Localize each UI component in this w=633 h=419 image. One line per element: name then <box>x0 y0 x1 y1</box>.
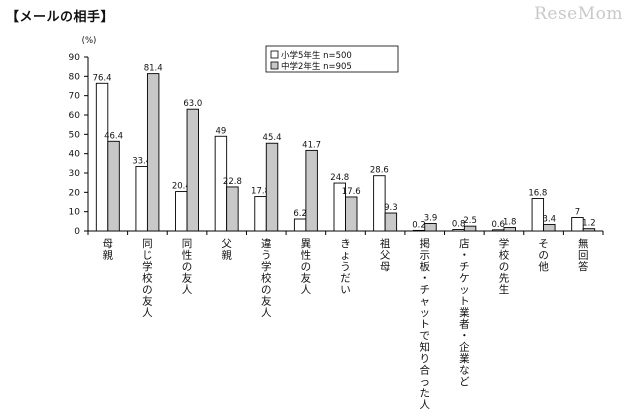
y-tick-label: 10 <box>69 208 81 218</box>
bar-junior-high <box>345 196 358 232</box>
data-label: 1.2 <box>582 219 596 229</box>
watermark-logo: ReseMom <box>534 4 623 24</box>
legend-swatch <box>270 61 279 70</box>
bar-junior-high <box>424 223 437 232</box>
bar-elementary <box>95 82 109 232</box>
bar-elementary <box>254 196 267 232</box>
data-label: 49 <box>215 126 226 136</box>
category-label: 掲示板・チャットで知り合った人 <box>419 238 430 411</box>
data-label: 33.4 <box>132 156 151 166</box>
y-tick-label: 50 <box>69 130 81 140</box>
data-label: 76.4 <box>93 73 112 83</box>
data-label: 46.4 <box>104 131 123 141</box>
data-label: 17.8 <box>251 187 270 197</box>
data-label: 28.6 <box>370 166 389 176</box>
bar-junior-high <box>146 73 160 232</box>
data-label: 22.8 <box>223 177 242 187</box>
bar-elementary <box>293 218 307 232</box>
data-label: 16.8 <box>528 189 547 199</box>
y-axis-unit: (%) <box>82 36 97 46</box>
bar-junior-high <box>463 225 477 232</box>
bar-junior-high <box>582 228 596 232</box>
y-tick-label: 70 <box>69 92 81 102</box>
category-label: 違う学校の友人 <box>261 237 272 319</box>
bar-elementary <box>571 217 584 232</box>
data-label: 0.2 <box>412 220 426 230</box>
data-label: 3.4 <box>543 214 557 224</box>
bar-junior-high <box>305 149 318 232</box>
legend-box <box>265 45 399 73</box>
y-tick-label: 0 <box>74 227 80 237</box>
legend-label: 小学5年生 n=500 <box>281 50 352 61</box>
data-label: 24.8 <box>330 173 349 183</box>
bar-junior-high <box>384 212 398 232</box>
y-tick-label: 90 <box>69 53 81 63</box>
category-label: 母親 <box>103 238 114 262</box>
category-label: 無回答 <box>578 237 589 273</box>
bar-junior-high <box>186 108 199 232</box>
bar-elementary <box>175 191 188 232</box>
bar-junior-high <box>543 223 556 232</box>
data-label: 3.9 <box>424 213 438 223</box>
bar-elementary <box>452 229 465 232</box>
data-label: 9.3 <box>384 203 398 213</box>
data-label: 0.6 <box>491 220 505 230</box>
bar-elementary <box>135 165 148 232</box>
category-label: その他 <box>538 238 549 273</box>
page-title: 【メールの相手】 <box>6 10 115 25</box>
data-label: 63.0 <box>183 99 202 109</box>
bar-elementary <box>214 135 228 232</box>
y-tick-label: 80 <box>69 72 81 82</box>
data-label: 81.4 <box>144 64 163 74</box>
bar-junior-high <box>107 140 120 232</box>
data-label: 17.6 <box>342 187 361 197</box>
data-label: 20.4 <box>172 182 191 192</box>
data-label: 2.5 <box>463 216 477 226</box>
data-label: 1.8 <box>503 218 517 228</box>
bar-elementary <box>412 229 426 232</box>
bar-elementary <box>531 198 545 232</box>
legend-swatch <box>270 50 279 59</box>
bar-elementary <box>492 229 505 232</box>
category-label: きょうだい <box>340 238 351 296</box>
y-tick-label: 30 <box>69 169 81 179</box>
category-label: 祖父母 <box>380 237 391 273</box>
data-label: 6.2 <box>293 209 307 219</box>
category-label: 学校の先生 <box>499 237 510 296</box>
category-label: 異性の友人 <box>301 238 312 296</box>
y-tick-label: 60 <box>69 111 81 121</box>
data-label: 7 <box>575 207 580 217</box>
category-label: 同性の友人 <box>182 238 193 296</box>
category-label: 店・チケット業者・企業など <box>459 237 470 388</box>
y-tick-label: 40 <box>69 150 81 160</box>
bar-elementary <box>373 175 386 232</box>
category-label: 父親 <box>221 238 232 262</box>
y-tick-label: 20 <box>69 188 81 198</box>
data-label: 0.8 <box>452 219 466 229</box>
bar-junior-high <box>226 186 239 232</box>
legend-label: 中学2年生 n=905 <box>281 61 352 72</box>
data-label: 41.7 <box>302 140 321 150</box>
data-label: 45.4 <box>263 133 282 143</box>
bar-junior-high <box>265 142 279 232</box>
category-label: 同じ学校の友人 <box>142 238 153 319</box>
bar-junior-high <box>503 227 516 232</box>
